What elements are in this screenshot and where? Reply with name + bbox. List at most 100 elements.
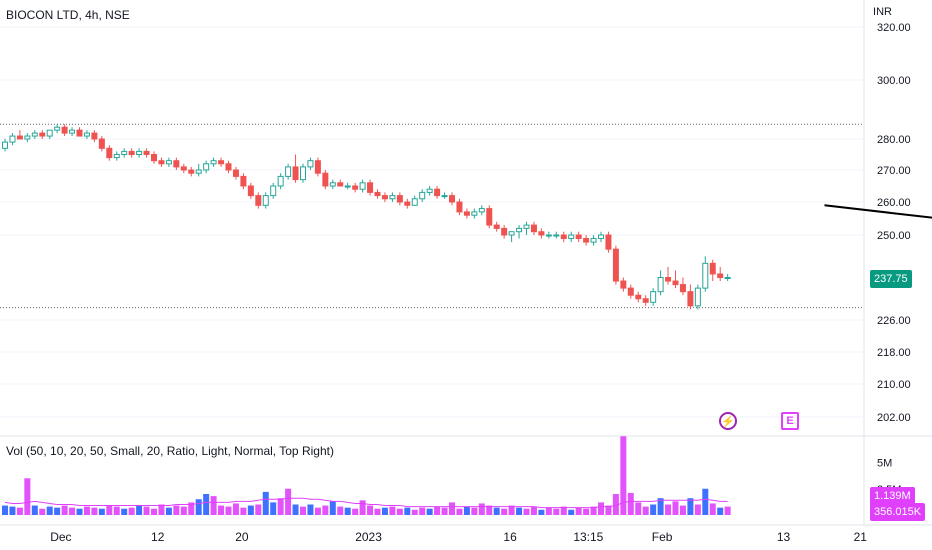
candle-body: [106, 147, 113, 159]
candle-body: [530, 224, 537, 233]
candle-body: [262, 195, 269, 206]
volume-bar: [508, 505, 515, 515]
candle-body: [285, 166, 292, 177]
candle-body: [709, 262, 716, 275]
candle-body: [173, 160, 180, 168]
candle-body: [687, 291, 694, 307]
volume-bar: [121, 508, 128, 515]
volume-bar: [642, 506, 649, 515]
volume-bar: [39, 508, 46, 515]
candle-body: [516, 227, 523, 233]
time-tick-label: Feb: [652, 530, 673, 544]
candle-body: [501, 227, 508, 236]
candle-body: [9, 135, 16, 143]
volume-bar: [709, 503, 716, 515]
volume-bar: [389, 506, 396, 515]
volume-indicator-title[interactable]: Vol (50, 10, 20, 50, Small, 20, Ratio, L…: [6, 444, 334, 458]
volume-bar: [69, 507, 76, 515]
volume-bar: [83, 506, 90, 515]
candle-body: [69, 129, 76, 134]
candle-body: [255, 195, 262, 206]
candle-body: [300, 166, 306, 181]
candle-body: [322, 172, 329, 187]
candle-body: [76, 129, 83, 137]
volume-bar: [441, 507, 448, 515]
candle-body: [270, 185, 277, 197]
candle-body: [449, 195, 455, 203]
candle-body: [374, 191, 381, 197]
candle-body: [434, 188, 441, 197]
candle-body: [158, 160, 165, 165]
candle-body: [702, 262, 709, 289]
volume-bar: [210, 496, 217, 515]
volume-bar: [270, 502, 277, 515]
candle-body: [493, 224, 500, 229]
candle-body: [307, 160, 314, 168]
candle-body: [292, 166, 299, 181]
volume-bar: [285, 488, 292, 515]
volume-bar: [173, 505, 180, 515]
candle-body: [352, 185, 359, 190]
chart-title: BIOCON LTD, 4h, NSE: [6, 8, 130, 22]
candle-body: [203, 163, 210, 171]
candle-body: [31, 132, 38, 137]
volume-bar: [225, 506, 232, 515]
candle-body: [463, 211, 470, 216]
candle-body: [568, 234, 575, 240]
candle-body: [553, 234, 560, 237]
price-tick-label: 260.00: [877, 197, 911, 209]
candle-body: [314, 160, 321, 174]
volume-bar: [553, 508, 560, 515]
volume-bar: [650, 504, 657, 515]
candle-body: [329, 182, 336, 187]
lightning-icon[interactable]: ⚡: [719, 412, 737, 430]
volume-bar: [136, 505, 143, 515]
candle-body: [419, 191, 426, 200]
volume-bar: [247, 505, 254, 515]
volume-bar: [292, 504, 299, 515]
candle-body: [478, 208, 485, 213]
candle-body: [717, 273, 724, 279]
candle-body: [642, 298, 649, 303]
candle-body: [679, 284, 686, 293]
volume-bar: [165, 507, 172, 515]
volume-bar: [143, 506, 150, 515]
candle-body: [54, 126, 61, 131]
volume-last-badge: 1.139M: [870, 487, 915, 505]
candle-body: [396, 195, 403, 203]
candle-body: [575, 234, 582, 240]
time-tick-label: 21: [854, 530, 868, 544]
trendline: [824, 204, 932, 219]
volume-bar: [568, 509, 575, 515]
volume-bar: [620, 436, 627, 515]
candle-body: [381, 195, 388, 200]
volume-bar: [396, 508, 403, 515]
candle-body: [136, 150, 143, 155]
volume-bar: [151, 508, 157, 515]
candle-body: [583, 238, 590, 243]
candle-body: [560, 234, 567, 240]
volume-bar: [411, 509, 418, 515]
volume-bar: [501, 508, 508, 515]
volume-bar: [76, 508, 83, 515]
volume-bar: [381, 507, 388, 515]
candle-body: [523, 224, 530, 229]
volume-bar: [456, 508, 463, 515]
volume-bar: [560, 506, 567, 515]
candle-body: [143, 150, 150, 155]
candle-body: [195, 169, 202, 174]
volume-bar: [374, 508, 381, 515]
volume-bar: [322, 505, 329, 515]
volume-bar: [583, 508, 590, 515]
volume-bar: [255, 504, 262, 515]
earnings-icon[interactable]: E: [781, 412, 799, 430]
volume-bar: [98, 508, 105, 515]
volume-bar: [657, 498, 664, 515]
price-tick-label: 218.00: [877, 347, 911, 359]
candle-body: [2, 141, 8, 149]
volume-bar: [24, 478, 31, 515]
volume-bar: [471, 507, 478, 515]
candle-body: [508, 231, 515, 236]
